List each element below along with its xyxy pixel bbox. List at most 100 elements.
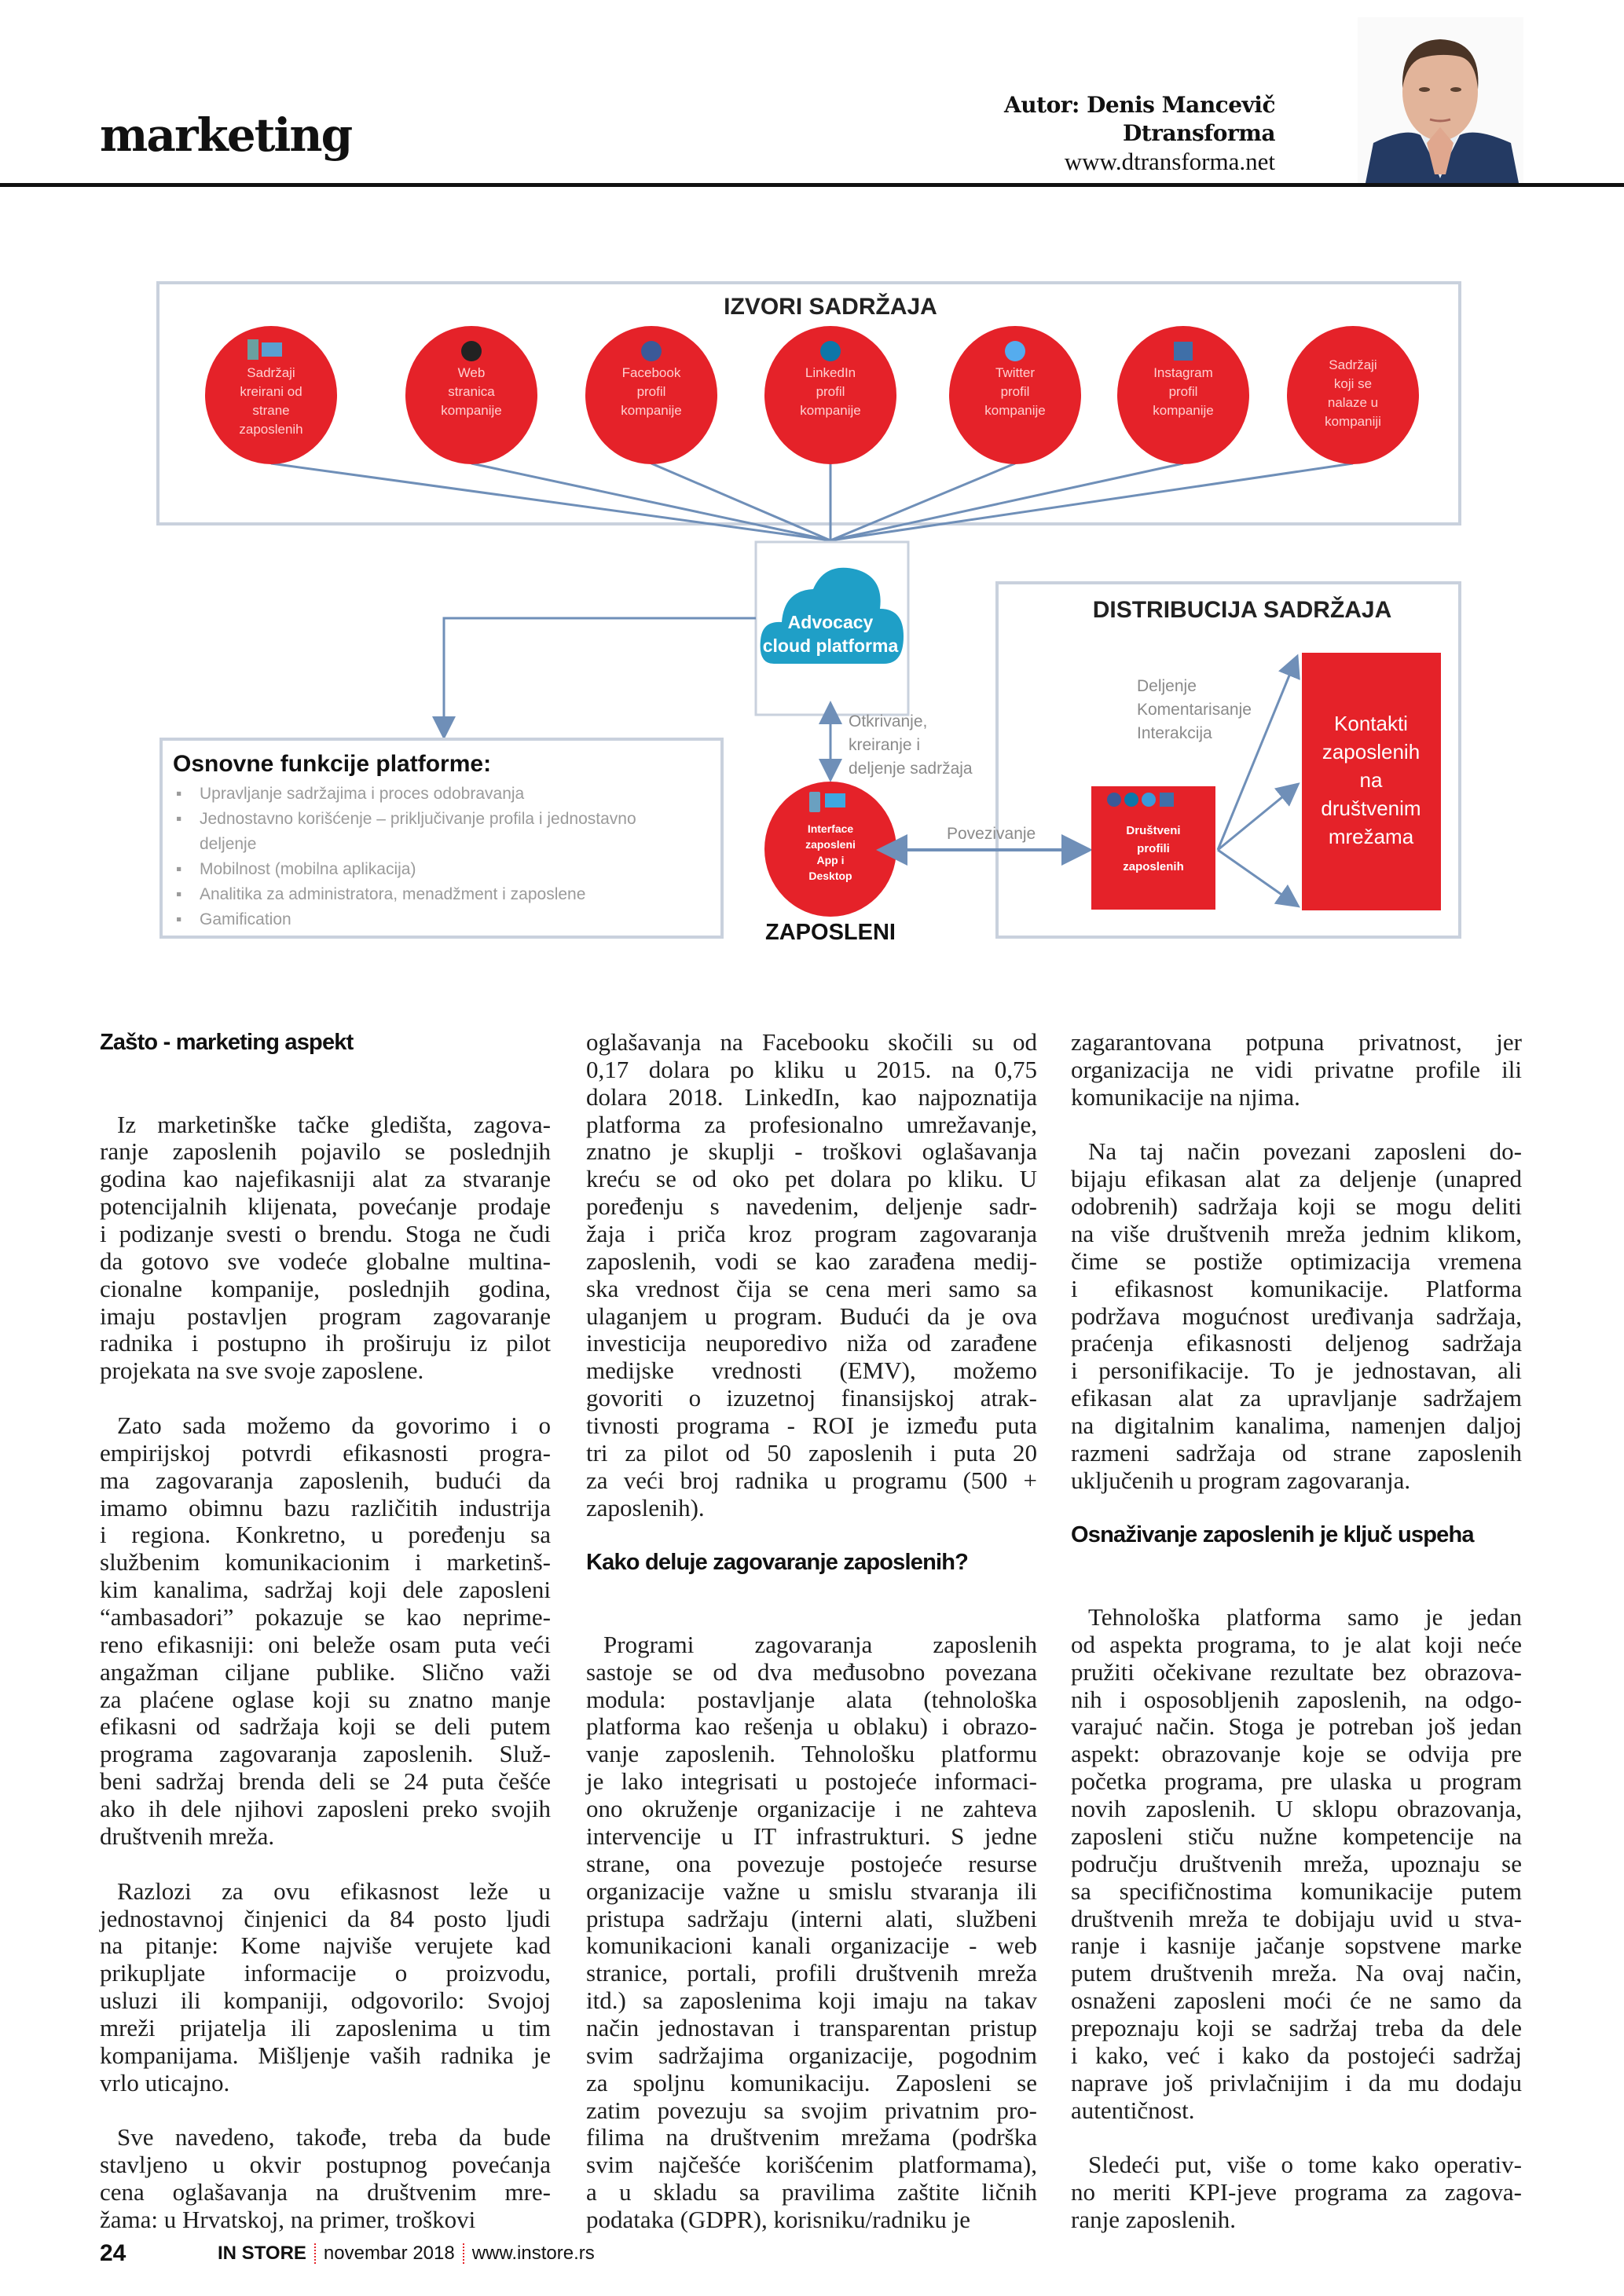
paragraph-line: na digitalnim kanalima, namenjen daljoj	[1071, 1412, 1522, 1440]
paragraph-line: Sledeći put, više o tome kako operativ-	[1088, 2151, 1522, 2179]
paragraph-line: za plaćene oglase koji su znatno manje	[100, 1685, 551, 1713]
source-connector	[830, 462, 1184, 542]
distribution-box	[995, 581, 1461, 939]
paragraph-line: Programi zagovaranja zaposlenih	[603, 1630, 1037, 1658]
profiles-box-line: profili	[1137, 842, 1170, 855]
profiles-box-line: zaposlenih	[1123, 860, 1184, 873]
paragraph-line: i podizanje svesti o brendu. Stoga ne ču…	[100, 1220, 551, 1248]
paragraph-line: imamo obimnu bazu različitih industrija	[100, 1493, 551, 1522]
sources-box	[156, 281, 1461, 525]
source-label: stranica	[448, 384, 495, 399]
functions-title: Osnovne funkcije platforme:	[173, 751, 491, 777]
paragraph-line: društvenih mreža.	[100, 1822, 275, 1850]
paragraph-line: empirijskoj potvrdi efikasnosti progra-	[100, 1438, 551, 1467]
sources-title: IZVORI SADRŽAJA	[724, 293, 937, 320]
paragraph-line: i kako, već i kako da postojeći sadržaj	[1071, 2041, 1522, 2069]
author-photo	[1358, 17, 1523, 183]
phone-icon	[809, 792, 820, 812]
source-label: koji se	[1334, 376, 1372, 391]
paragraph-line: medijske vrednosti (EMV), možemo	[586, 1357, 1037, 1385]
source-label: Sadržaji	[1329, 357, 1377, 372]
paragraph-line: način jednostavan i transparentan pristu…	[586, 2013, 1037, 2041]
paragraph-line: stavljeno u okvir postupnog povećanja	[100, 2151, 551, 2179]
action-label: Komentarisanje	[1137, 701, 1252, 719]
paragraph-line: zaposlenih, vodi se kao zarađena medij-	[586, 1247, 1037, 1275]
share-arrow	[1216, 654, 1300, 851]
source-label: kompanije	[800, 403, 861, 418]
contacts-box	[1302, 653, 1441, 910]
employees-label: ZAPOSLENI	[765, 920, 896, 945]
source-circle	[205, 326, 337, 464]
paragraph-line: području društvenih mreža, upoznaju se	[1071, 1849, 1522, 1877]
paragraph-line: od aspekta programa, to je alat koji neć…	[1071, 1630, 1522, 1658]
source-label: profil	[1001, 384, 1030, 399]
source-label: profil	[816, 384, 845, 399]
function-item: Jednostavno korišćenje – priključivanje …	[200, 810, 636, 828]
paragraph-line: žaja i priča kroz program zagovaranja	[586, 1220, 1037, 1248]
paragraph-line: i efikasnost komunikacije. Platforma	[1071, 1274, 1522, 1302]
paragraph-line: svim sadržajima organizacije, pogodnim	[586, 2041, 1037, 2069]
source-connector	[651, 462, 831, 542]
source-label: strane	[252, 403, 289, 418]
phone-icon	[247, 339, 258, 360]
paragraph-line: novih zaposlenih. U sklopu obrazovanja,	[1071, 1795, 1522, 1823]
source-circle	[405, 326, 537, 464]
paragraph-line: Zato sada možemo da govorimo i o	[117, 1412, 551, 1440]
paragraph-line: oglašavanja na Facebooku skočili su od	[586, 1028, 1037, 1056]
functions-box	[159, 738, 724, 939]
paragraph-line: ranje i kasnije jačanje sopstvene marke	[1071, 1932, 1522, 1960]
divider	[462, 2243, 464, 2264]
paragraph-line: na više društvenih mreža jednim klikom,	[1071, 1220, 1522, 1248]
paragraph-line: vrlo uticajno.	[100, 2068, 230, 2096]
paragraph-line: Na taj način povezani zaposleni do-	[1088, 1137, 1522, 1166]
paragraph-line: efikasni od sadržaja koji se deli putem	[100, 1712, 551, 1741]
paragraph-line: platforma kao rešenja u oblaku) i obrazo…	[586, 1712, 1037, 1741]
source-connectors	[270, 462, 1354, 542]
function-item: Mobilnost (mobilna aplikacija)	[200, 860, 416, 878]
paragraph-line: osnaženi zaposleni moći će ne samo da	[1071, 1987, 1522, 2015]
action-label: Interakcija	[1137, 724, 1212, 742]
source-label: LinkedIn	[805, 365, 856, 380]
paragraph-line: poređenju s navedenim, deljenje sadr-	[586, 1192, 1037, 1221]
paragraph-line: cionalne kompanije, poslednjih godina,	[100, 1274, 551, 1302]
paragraph-line: ska vrednost čija se cena meri samo sa	[586, 1274, 1037, 1302]
contacts-box-line: zaposlenih	[1322, 740, 1420, 764]
paragraph-line: kompanijama. Mišljenje vaših radnika je	[100, 2041, 551, 2069]
distribution-title: DISTRIBUCIJA SADRŽAJA	[1093, 596, 1392, 623]
source-connector	[830, 462, 1016, 542]
facebook-icon	[641, 341, 662, 361]
bullet: ▪	[176, 785, 181, 803]
page-number: 24	[100, 2240, 126, 2266]
paragraph-line: 0,17 dolara po kliku u 2015. na 0,75	[586, 1055, 1037, 1083]
author-block: Autor: Denis Mancevič Dtransforma www.dt…	[1004, 91, 1275, 176]
paragraph-line: znatno je skuplji - troškovi oglašavanja	[586, 1137, 1037, 1166]
employees-circle-line: Interface	[808, 822, 854, 835]
paragraph-line: platforma za profesionalno umrežavanje,	[586, 1110, 1037, 1138]
article-column-2: oglašavanja na Facebooku skočili su od 0,…	[586, 1028, 1037, 2234]
employees-circle-line: App i	[817, 854, 845, 866]
profiles-box	[1091, 786, 1215, 910]
paragraph-line: bijaju efikasan alat za deljenje (unapre…	[1071, 1165, 1522, 1193]
cloud-label-2: cloud platforma	[763, 635, 899, 656]
paragraph-line: programa zagovaranja zaposlenih. Služ-	[100, 1740, 551, 1768]
magazine-website: www.instore.rs	[471, 2243, 595, 2264]
facebook-icon	[1107, 793, 1121, 807]
paragraph-line: ma zagovaranja zaposlenih, budući da	[100, 1466, 551, 1494]
source-label: kompanije	[621, 403, 682, 418]
paragraph-line: organizacije važne u smislu stvaranja il…	[586, 1877, 1037, 1905]
paragraph-line: modula: postavljanje alata (tehnološka	[586, 1685, 1037, 1713]
paragraph-line: filima na društvenim mrežama (podrška	[586, 2123, 1037, 2151]
paragraph-line: stranice, portali, profili društvenih mr…	[586, 1959, 1037, 1987]
source-label: profil	[637, 384, 666, 399]
paragraph-line: podržava mogućnost uređivanja sadržaja,	[1071, 1302, 1522, 1330]
cloud-label-1: Advocacy	[788, 612, 874, 632]
paragraph-line: razmeni sadržaja od strane zaposlenih	[1071, 1438, 1522, 1467]
paragraph-line: čime se postiže optimizacija vremena	[1071, 1247, 1522, 1275]
source-label: kompaniji	[1325, 414, 1381, 429]
source-label: Web	[458, 365, 486, 380]
function-item: Gamification	[200, 910, 291, 928]
profiles-box-line: Društveni	[1126, 824, 1180, 837]
paragraph-line: nih i osposobljenih zaposlenih, na odgo-	[1071, 1685, 1522, 1713]
source-connector	[471, 462, 831, 542]
connect-label: Povezivanje	[947, 825, 1036, 843]
